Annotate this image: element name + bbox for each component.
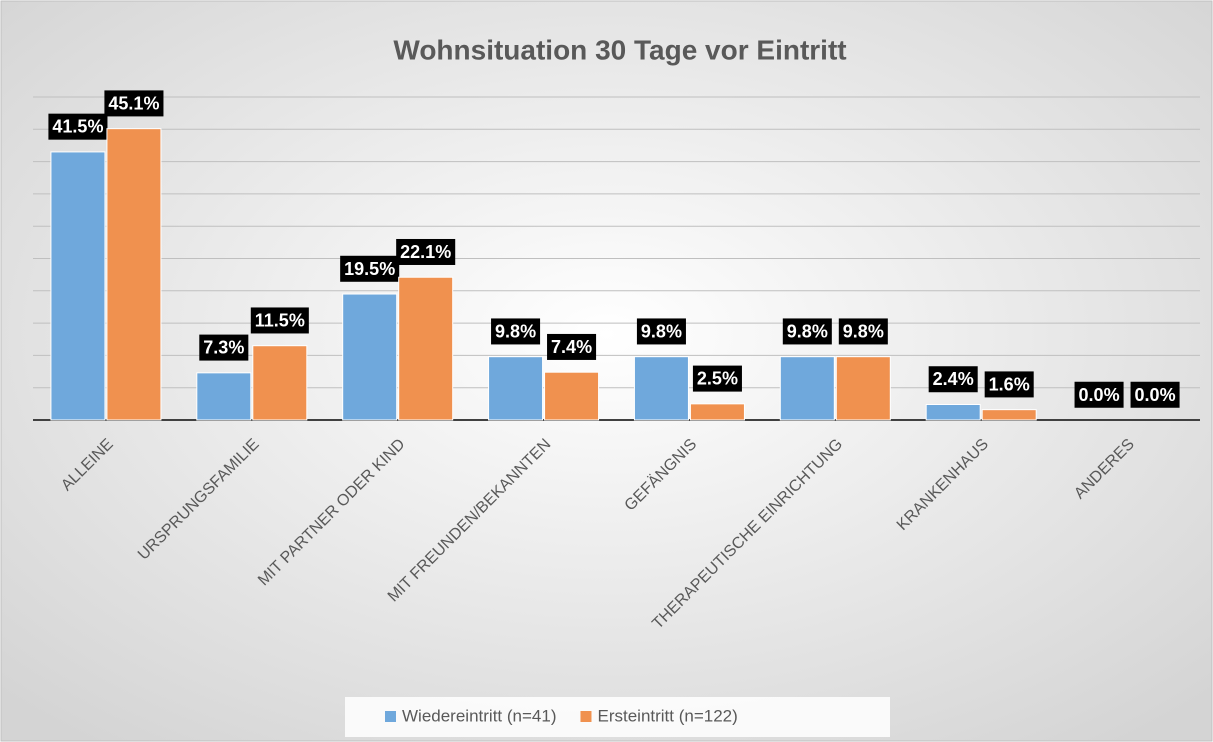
bar [779, 356, 835, 421]
bar [398, 276, 454, 421]
legend-swatch [385, 711, 396, 722]
data-label: 0.0% [1135, 385, 1176, 405]
data-label-box [396, 238, 456, 265]
bar [925, 403, 981, 421]
legend-box [345, 697, 890, 737]
data-label: 41.5% [52, 117, 103, 137]
data-label: 0.0% [1079, 385, 1120, 405]
chart-title: Wohnsituation 30 Tage vor Eintritt [393, 34, 846, 65]
legend-label: Wiedereintritt (n=41) [402, 706, 556, 725]
data-label: 22.1% [400, 242, 451, 262]
bar [342, 293, 398, 421]
data-label: 7.4% [551, 337, 592, 357]
data-label: 9.8% [843, 321, 884, 341]
bar [488, 356, 544, 421]
bar [106, 128, 162, 421]
data-label-box [48, 113, 108, 140]
data-label-box [782, 318, 832, 345]
data-label-box [250, 307, 309, 334]
data-label: 1.6% [989, 374, 1030, 394]
data-label: 11.5% [255, 310, 305, 330]
data-label-box [636, 318, 686, 345]
data-label: 9.8% [641, 321, 682, 341]
data-label-box [838, 318, 888, 345]
data-label: 45.1% [108, 93, 159, 113]
data-label-box [491, 318, 541, 345]
bar [196, 372, 252, 421]
bar [981, 409, 1037, 421]
data-label-box [984, 371, 1034, 398]
legend-swatch [580, 711, 592, 722]
bar [252, 345, 308, 421]
data-label-box [1074, 381, 1124, 408]
data-label-box [199, 334, 249, 361]
bar [544, 371, 600, 421]
data-label-box [692, 365, 742, 392]
bar [689, 403, 745, 421]
data-label: 2.4% [933, 369, 974, 389]
data-label-box [1130, 381, 1180, 408]
data-label-box [340, 255, 400, 282]
bar [835, 356, 891, 421]
data-label: 9.8% [495, 321, 536, 341]
data-label: 19.5% [344, 259, 395, 279]
legend-label: Ersteintritt (n=122) [597, 706, 737, 725]
data-label-box [928, 366, 978, 393]
data-label-box [104, 90, 164, 117]
bar [633, 356, 689, 421]
data-label: 2.5% [697, 369, 738, 389]
data-label-box [547, 333, 597, 360]
bar [50, 151, 106, 421]
data-label: 7.3% [203, 338, 244, 358]
data-label: 9.8% [787, 321, 828, 341]
